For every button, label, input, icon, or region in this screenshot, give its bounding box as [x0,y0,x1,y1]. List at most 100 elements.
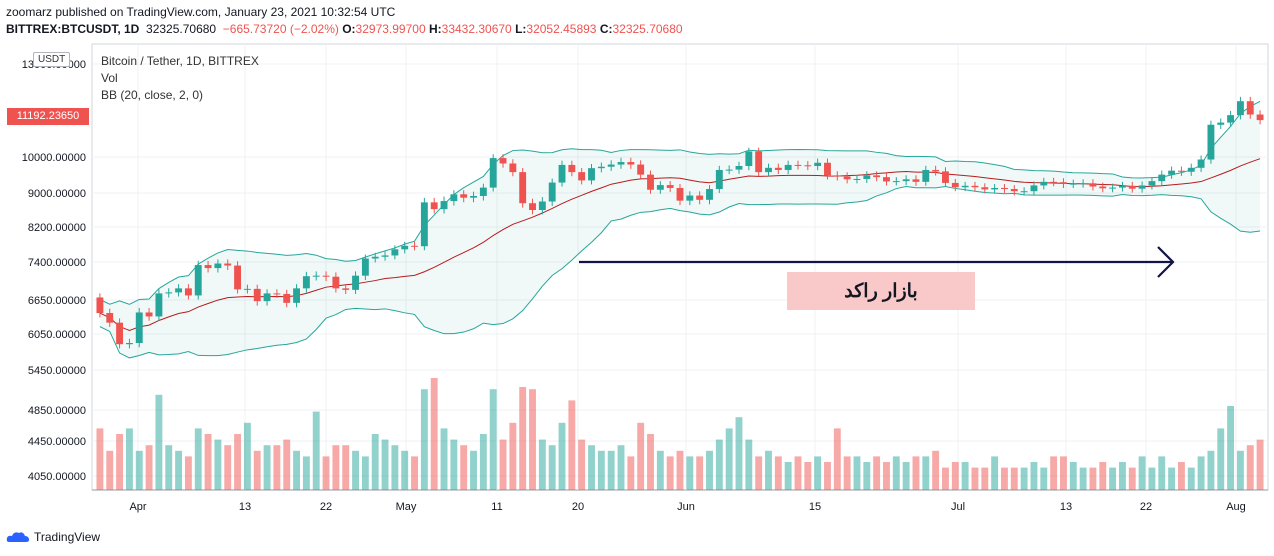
volume-bar [765,450,772,490]
candle-body [342,288,350,290]
candle-body [833,175,841,177]
volume-bar [1050,456,1058,490]
candle-body [735,166,743,170]
volume-bar [499,439,507,490]
volume-bar [1079,467,1087,490]
y-tick-label: 4050.00000 [28,471,86,483]
candle-body [647,174,654,190]
symbol-label: BITTREX:BTCUSDT, 1D [6,22,140,36]
volume-bar [647,434,654,490]
volume-bar [165,445,173,490]
volume-bar [1030,462,1038,490]
volume-bar [450,439,458,490]
volume-bar [656,450,664,490]
volume-bar [715,439,723,490]
volume-bar [824,462,831,490]
candle-body [381,255,389,257]
volume-bar [627,456,635,490]
volume-bar [696,456,704,490]
candle-body [637,164,645,175]
currency-label[interactable]: USDT [33,52,71,67]
candle-body [361,258,369,276]
candle-body [873,175,881,178]
candle-body [460,194,468,198]
candle-body [588,168,595,181]
candle-body [942,171,949,183]
volume-bar [342,445,350,490]
open-value: 32973.99700 [355,22,426,36]
candle-body [489,158,497,188]
candle-body [499,158,507,164]
candle-body [322,275,330,277]
volume-bar [440,428,448,490]
open-label: O: [342,22,356,36]
volume-bar [686,456,694,490]
candle-body [627,162,635,165]
volume-bar [1099,462,1107,490]
candle-body [755,151,763,173]
volume-bar [1060,456,1067,490]
volume-bar [725,428,733,490]
candle-body [243,288,251,290]
volume-bar [1010,467,1018,490]
candle-body [519,172,527,204]
candle-body [666,185,674,188]
volume-bar [381,439,389,490]
candle-body [1050,181,1058,183]
candle-body [932,169,940,172]
y-tick-label: 6050.00000 [28,329,86,341]
lower-band [99,185,1261,359]
candle-body [184,288,192,296]
volume-bar [961,462,969,490]
volume-bar [184,456,192,490]
x-tick-label: 11 [491,501,502,513]
candle-body [1168,170,1176,175]
candle-body [1109,187,1117,189]
candle-body [302,276,310,289]
volume-bar [1207,450,1215,490]
volume-bar [942,467,949,490]
volume-bar [735,417,743,490]
candle-body [430,202,438,210]
volume-bar [607,450,615,490]
candle-body [96,297,104,314]
x-tick-label: 22 [320,501,332,513]
volume-bar [529,389,536,490]
candle-body [224,263,232,266]
volume-bar [283,439,291,490]
candle-body [283,293,291,303]
candle-body [725,169,733,171]
volume-bar [509,422,517,490]
volume-bar [558,422,566,490]
tradingview-logo[interactable]: TradingView [6,530,100,544]
volume-bars [96,378,1264,490]
candle-body [253,288,261,302]
volume-bar [1158,456,1166,490]
volume-bar [1177,462,1185,490]
candle-body [529,203,536,210]
candle-body [617,162,625,165]
volume-bar [352,450,359,490]
volume-bar [1236,450,1244,490]
candle-body [1217,122,1225,125]
legend-title: Bitcoin / Tether, 1D, BITTREX [101,54,259,68]
volume-bar [804,462,812,490]
volume-bar [243,422,251,490]
candle-body [912,179,920,182]
volume-bar [1187,467,1195,490]
volume-bar [902,462,910,490]
volume-bar [391,445,399,490]
volume-bar [116,434,124,490]
volume-bar [981,467,989,490]
close-value: 32325.70680 [612,22,683,36]
volume-bar [1118,462,1126,490]
publish-info: zoomarz published on TradingView.com, Ja… [6,5,396,19]
candle-body [1118,185,1126,188]
candle-body [765,167,772,173]
candle-body [1069,183,1077,185]
volume-bar [293,450,300,490]
candle-body [804,165,812,167]
candle-body [824,162,831,176]
volume-bar [892,456,900,490]
